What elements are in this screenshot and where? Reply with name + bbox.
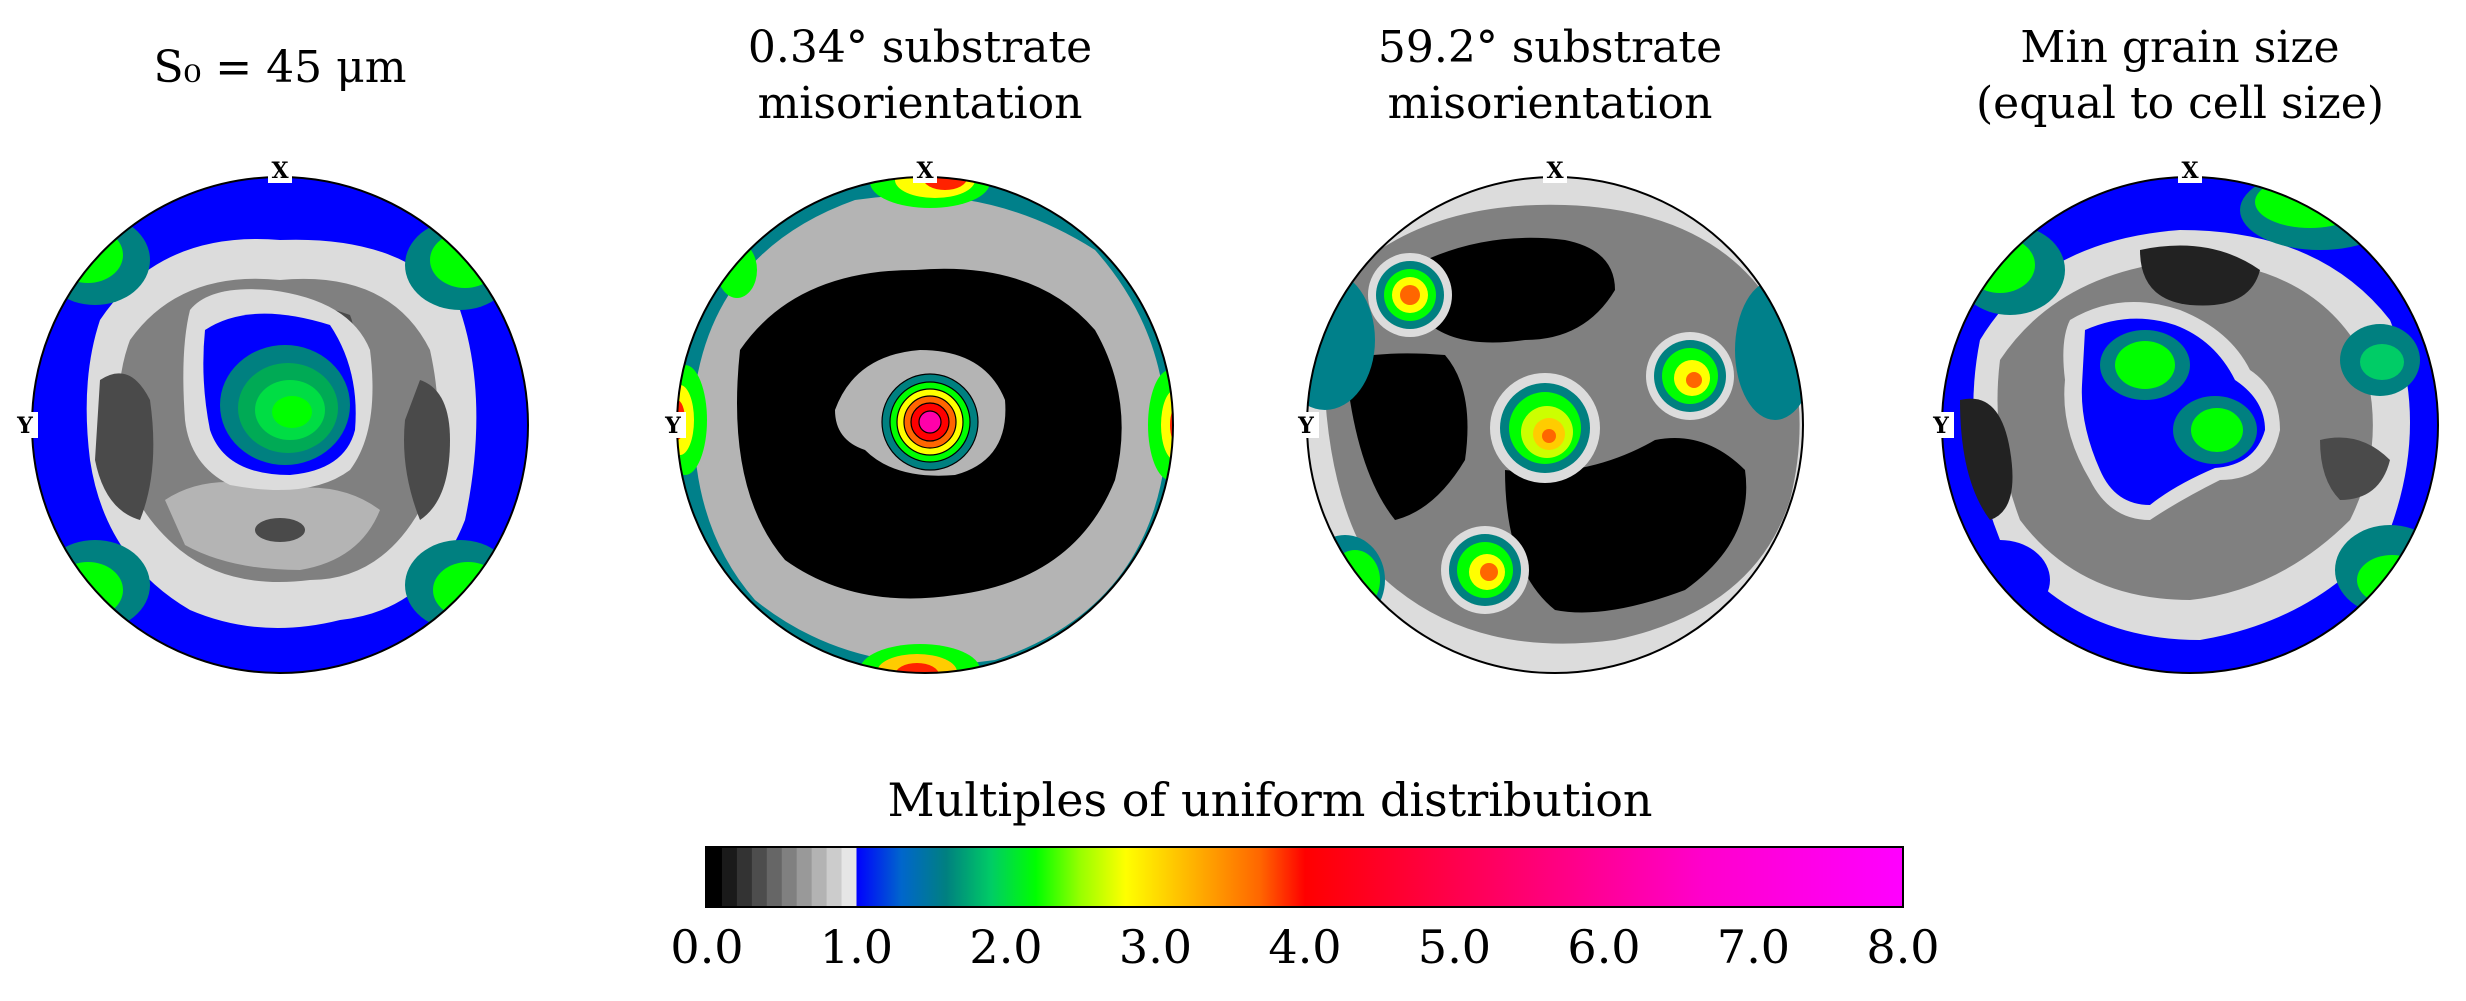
pf1-dark-left xyxy=(95,373,154,520)
pf2-x-label-bg xyxy=(913,157,937,183)
panel-3-title: 59.2° substrate misorientation xyxy=(1270,20,1830,132)
pf4-peak-1-green xyxy=(2115,341,2175,389)
pf3-y-label-bg xyxy=(1293,412,1319,438)
pf3-black-left xyxy=(1345,353,1468,520)
pf1-x-label: X xyxy=(271,158,289,184)
pf4-dark-left xyxy=(1960,398,2013,520)
pf1-dark-spot xyxy=(255,518,305,542)
pf3-left-teal xyxy=(1307,270,1375,410)
colorbar-gray-step xyxy=(736,847,753,907)
colorbar-gray-step xyxy=(751,847,768,907)
colorbar-tick-label: 6.0 xyxy=(1567,920,1641,974)
pf2-tl-spot xyxy=(717,242,757,298)
pf3-peak-2 xyxy=(1490,373,1600,483)
colorbar-tick-label: 1.0 xyxy=(819,920,894,974)
pf2-y-label: Y xyxy=(664,413,681,439)
pf3-black-top xyxy=(1415,237,1615,343)
panel-3-title-line1: 59.2° substrate xyxy=(1377,22,1723,73)
colorbar-frame xyxy=(705,846,1904,908)
panel-2-title: 0.34° substrate misorientation xyxy=(640,20,1200,132)
pole-figure-4: X Y xyxy=(1928,157,2439,674)
panel-4-title: Min grain size (equal to cell size) xyxy=(1900,20,2460,132)
pf3-y-label: Y xyxy=(1297,413,1314,439)
colorbar-title: Multiples of uniform distribution xyxy=(887,773,1653,827)
pf1-dark-right xyxy=(404,380,450,520)
pole-figure-3: X Y xyxy=(1293,157,1804,674)
pf4-bl-blue xyxy=(1950,540,2050,620)
pf1-corner-bl-peak xyxy=(53,562,123,618)
colorbar-gray-step xyxy=(721,847,738,907)
colorbar-gray-step xyxy=(766,847,783,907)
colorbar-gray-step xyxy=(841,847,857,907)
colorbar-tick-label: 5.0 xyxy=(1417,920,1492,974)
colorbar-low-steps xyxy=(707,847,857,907)
panel-1-title: S₀ = 45 μm xyxy=(30,40,530,96)
pf3-right-teal xyxy=(1735,280,1803,420)
pf4-peak-2-green xyxy=(2191,408,2243,452)
pole-figure-2: X Y xyxy=(660,157,1174,674)
pf3-black-bottom xyxy=(1505,438,1747,613)
panel-1-title-line1: S₀ = 45 μm xyxy=(153,42,407,93)
pf4-dark-top xyxy=(2140,245,2260,306)
pf3-x-label: X xyxy=(1546,158,1564,184)
pf1-x-label-bg xyxy=(268,157,292,183)
panel-2-title-line1: 0.34° substrate xyxy=(747,22,1093,73)
colorbar-gray-step xyxy=(811,847,828,907)
panel-4-title-line1: Min grain size xyxy=(2020,22,2340,73)
colorbar-gray-step xyxy=(707,847,723,907)
pf4-right-green xyxy=(2360,344,2404,380)
pf2-contours xyxy=(881,373,979,471)
colorbar-gray-step xyxy=(781,847,798,907)
pf4-top-green xyxy=(2255,177,2365,228)
pf1-corner-tl-peak xyxy=(53,227,123,283)
pf3-peak-3 xyxy=(1646,332,1734,420)
panel-3-title-line2: misorientation xyxy=(1387,78,1713,129)
pf4-y-label-bg xyxy=(1928,412,1954,438)
pf2-x-label: X xyxy=(916,158,934,184)
colorbar xyxy=(705,846,1904,908)
colorbar-tick-label: 8.0 xyxy=(1866,920,1940,974)
pole-figure-1: X Y xyxy=(12,157,529,674)
pf1-y-label-bg xyxy=(12,412,38,438)
panel-4-title-line2: (equal to cell size) xyxy=(1975,78,2384,129)
panel-2-title-line2: misorientation xyxy=(757,78,1083,129)
colorbar-tick-label: 4.0 xyxy=(1268,920,1342,974)
pf3-peak-4 xyxy=(1441,526,1529,614)
colorbar-gray-step xyxy=(796,847,813,907)
pf1-corner-br-peak xyxy=(433,562,503,618)
pf2-right-peak-yellow xyxy=(1161,390,1173,460)
pf3-peak-1 xyxy=(1368,253,1452,337)
pf2-y-label-bg xyxy=(660,412,686,438)
pf2-ring-magenta xyxy=(919,411,941,433)
colorbar-tick-label: 7.0 xyxy=(1716,920,1791,974)
pf1-y-label: Y xyxy=(16,413,33,439)
pf3-x-label-bg xyxy=(1543,157,1567,183)
pf4-dark-right xyxy=(2320,437,2390,500)
colorbar-mid-band xyxy=(856,847,1305,907)
pf3-bl-green xyxy=(1330,550,1380,610)
pf2-bottom-peak-red xyxy=(895,663,939,673)
pf1-center-peak xyxy=(272,396,312,428)
colorbar-tick-label: 0.0 xyxy=(670,920,744,974)
colorbar-tick-label: 2.0 xyxy=(969,920,1043,974)
colorbar-gray-step xyxy=(826,847,843,907)
pf4-x-label: X xyxy=(2181,158,2199,184)
pf4-y-label: Y xyxy=(1932,413,1949,439)
colorbar-tick-label: 3.0 xyxy=(1118,920,1193,974)
colorbar-high-band xyxy=(1305,847,1903,907)
pf4-x-label-bg xyxy=(2178,157,2202,183)
